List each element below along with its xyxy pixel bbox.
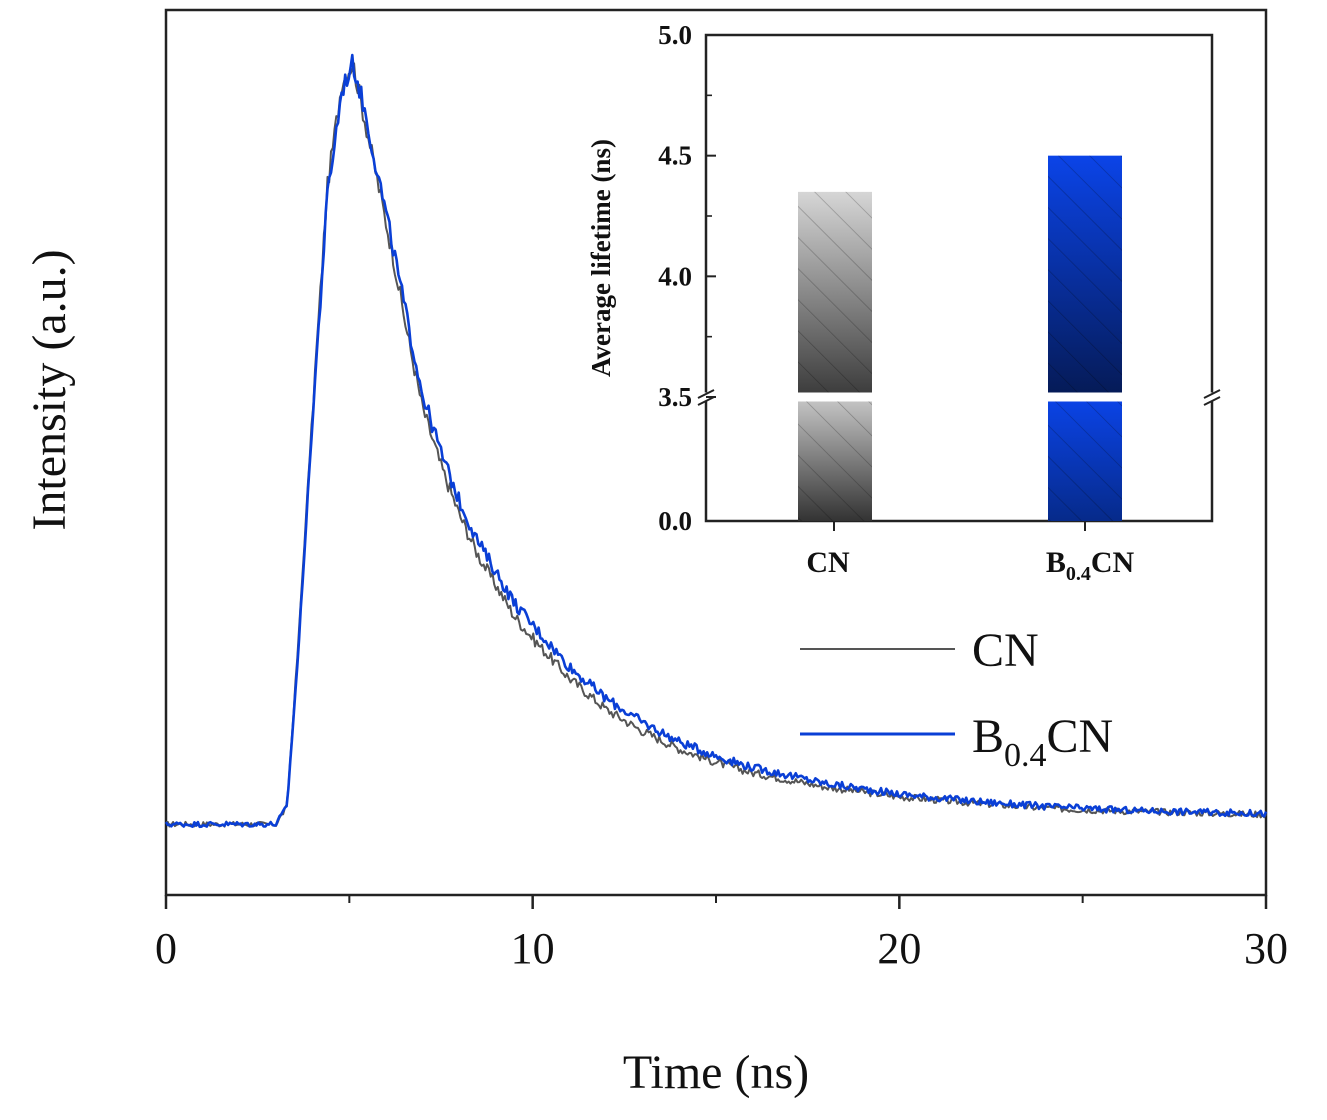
main-series-group <box>164 53 1268 829</box>
legend: CN B0.4CN <box>800 624 1113 774</box>
inset-y-ticks: 0.0 3.5 4.0 4.5 5.0 <box>658 20 716 536</box>
x-tick-label: 0 <box>155 924 177 973</box>
inset-y-tick-label: 5.0 <box>658 20 692 50</box>
legend-label-cn: CN <box>972 624 1039 677</box>
inset-category-b04cn: B0.4CN <box>1046 546 1135 585</box>
axis-break-mark-right <box>1203 389 1221 406</box>
inset-category-cn: CN <box>806 546 850 579</box>
legend-label-b04cn: B0.4CN <box>972 710 1113 774</box>
x-tick-label: 30 <box>1244 924 1288 973</box>
inset-frame <box>704 33 1214 523</box>
bar-b04cn-upper-hatch <box>1048 155 1122 397</box>
bar-cn-upper-hatch <box>798 191 872 397</box>
bar-cn-lower-hatch <box>798 397 872 521</box>
main-x-axis-label: Time (ns) <box>623 1046 809 1099</box>
legend-label-b04cn-suffix: CN <box>1047 710 1114 763</box>
series-line-b04cn <box>164 53 1268 829</box>
bar-b04cn-lower-hatch <box>1048 397 1122 521</box>
main-x-ticks: 0 10 20 30 <box>155 895 1288 973</box>
inset-category-b04cn-sub: 0.4 <box>1066 563 1091 585</box>
inset-category-b04cn-suffix: CN <box>1091 546 1135 579</box>
inset-y-tick-label: 3.5 <box>658 382 692 412</box>
inset-x-categories: CN B0.4CN <box>806 521 1135 585</box>
inset-chart: 0.03.54.04.55.0 CN B0.4CN Average lifeti… <box>586 20 1221 585</box>
main-y-axis-label: Intensity (a.u.) <box>23 249 76 530</box>
legend-label-b04cn-main: B <box>972 710 1004 763</box>
inset-y-tick-label: 0.0 <box>658 506 692 536</box>
legend-label-b04cn-sub: 0.4 <box>1004 737 1047 774</box>
inset-bars-group <box>798 155 1122 521</box>
x-tick-label: 10 <box>511 924 555 973</box>
inset-y-axis-label: Average lifetime (ns) <box>586 139 616 377</box>
inset-axis-break <box>697 389 1221 406</box>
inset-category-b04cn-main: B <box>1046 546 1066 579</box>
inset-y-tick-label: 4.5 <box>658 141 692 171</box>
inset-y-tick-label: 4.0 <box>658 261 692 291</box>
axis-break-mark-left <box>697 389 715 406</box>
main-plot: 0 10 20 30 Time (ns) Intensity (a.u.) <box>23 8 1288 1099</box>
x-tick-label: 20 <box>877 924 921 973</box>
